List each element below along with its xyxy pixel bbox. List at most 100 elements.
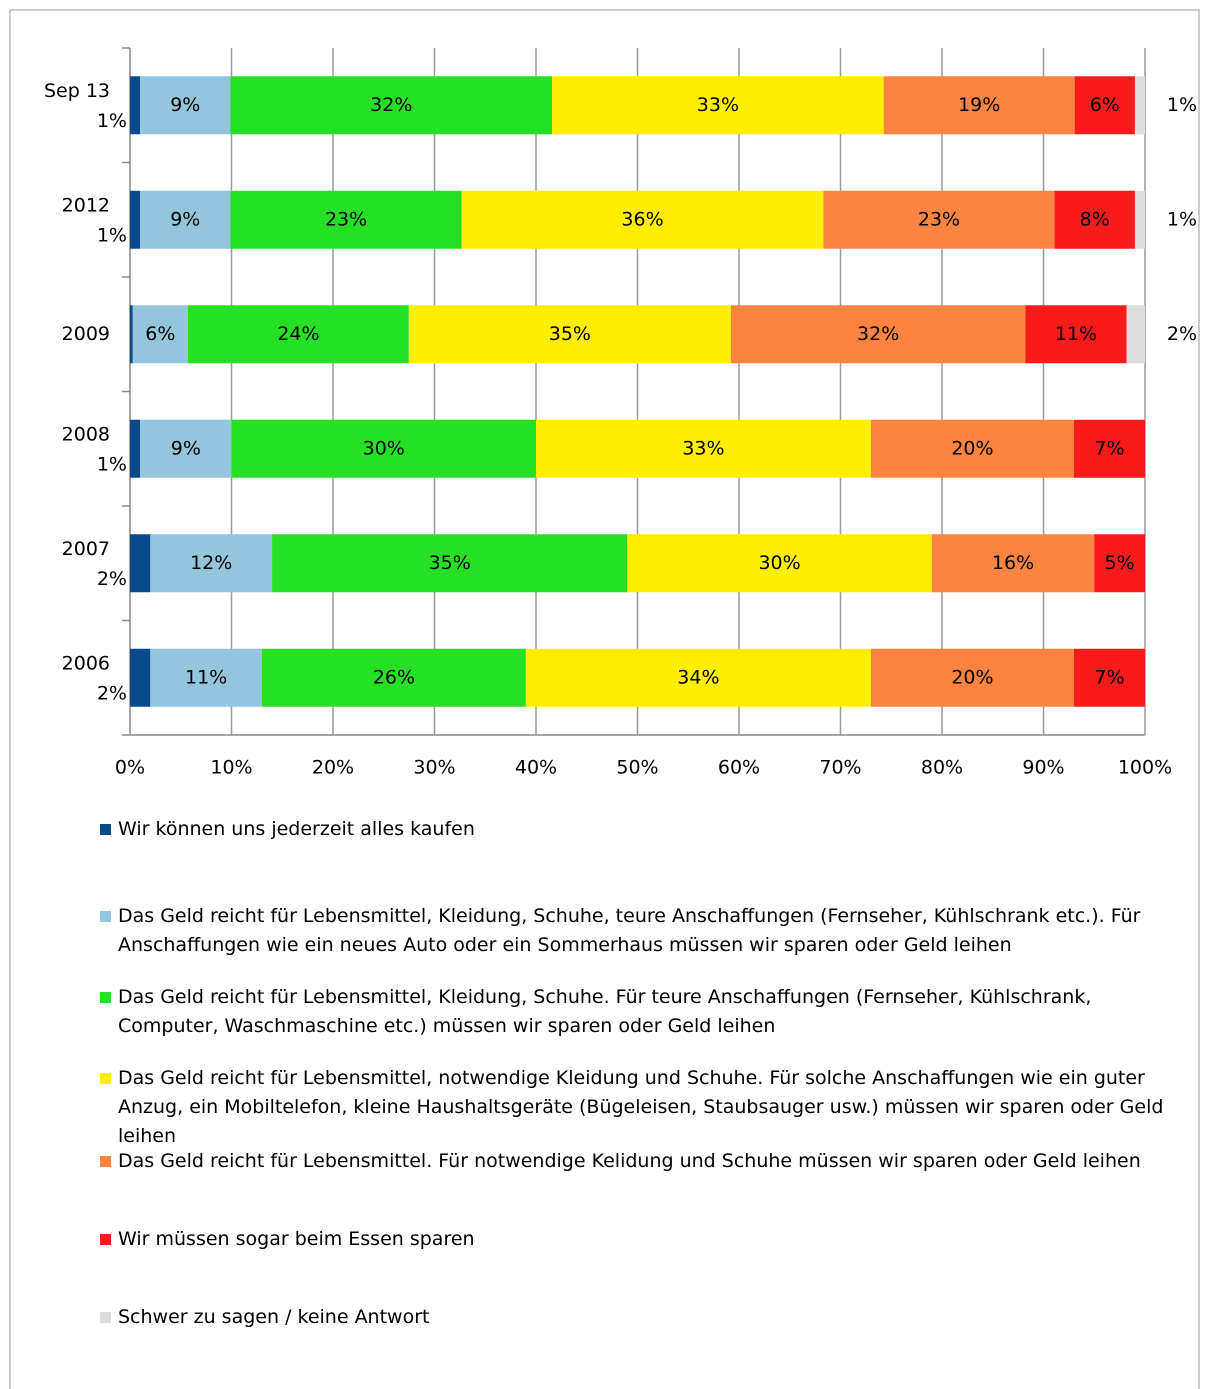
data-label: 36% [621,208,663,230]
bar-segment [130,534,151,593]
bar-segment [187,305,409,364]
data-label: 23% [918,208,960,230]
bar-segment [883,76,1075,135]
bar-segment [461,190,824,249]
data-label: 11% [1055,323,1097,345]
bar-segment [408,305,731,364]
data-label: 30% [363,437,405,459]
data-label: 2% [97,682,127,704]
bar-segment [931,534,1095,593]
data-label: 7% [1094,437,1124,459]
bar-segment [730,305,1026,364]
legend-label: Das Geld reicht für Lebensmittel, Kleidu… [118,905,1141,956]
x-tick-label: 10% [210,757,252,779]
bar-segment [1025,305,1127,364]
data-label: 7% [1094,666,1124,688]
bar-segment [627,534,932,593]
legend-swatch [100,1156,111,1167]
data-label: 35% [429,552,471,574]
category-label: 2012 [62,194,110,216]
legend-swatch [100,1312,111,1323]
legend-label: Wir können uns jederzeit alles kaufen [118,818,475,840]
bar-segment [870,419,1074,478]
x-tick-label: 30% [413,757,455,779]
bar-segment [140,76,231,135]
bar-segment [231,419,536,478]
data-label: 32% [370,94,412,116]
category-label: 2007 [62,538,110,560]
legend-label: Schwer zu sagen / keine Antwort [118,1306,430,1328]
legend-swatch [100,911,111,922]
legend-swatch [100,1234,111,1245]
legend-entry: Das Geld reicht für Lebensmittel, Kleidu… [100,983,1170,1041]
data-label: 11% [185,666,227,688]
x-tick-label: 40% [515,757,557,779]
legend-swatch [100,1073,111,1084]
data-label: 9% [170,94,200,116]
legend-entry: Das Geld reicht für Lebensmittel, notwen… [100,1064,1170,1151]
legend-label: Wir müssen sogar beim Essen sparen [118,1228,475,1250]
bar-segment [1126,305,1145,364]
x-tick-label: 90% [1022,757,1064,779]
bar-segment [130,190,141,249]
bar-segment [130,419,141,478]
x-tick-label: 20% [312,757,354,779]
legend-entry: Das Geld reicht für Lebensmittel, Kleidu… [100,902,1170,960]
category-label: 2009 [62,323,110,345]
data-label: 1% [1167,94,1197,116]
data-label: 1% [1167,208,1197,230]
data-label: 33% [697,94,739,116]
data-label: 1% [97,453,127,475]
data-label: 24% [277,323,319,345]
bar-segment [1094,534,1145,593]
data-label: 5% [1105,552,1135,574]
data-label: 30% [758,552,800,574]
bar-segment [1134,190,1145,249]
bar-segment [525,648,871,707]
x-tick-label: 70% [819,757,861,779]
x-tick-label: 100% [1118,757,1172,779]
data-label: 1% [97,224,127,246]
legend-swatch [100,992,111,1003]
bar-segment [1054,190,1135,249]
data-label: 34% [677,666,719,688]
bar-segment [140,419,232,478]
legend-entry: Wir können uns jederzeit alles kaufen [100,815,1170,844]
bar-segment [140,190,231,249]
bar-segment [1134,76,1145,135]
bar-segment [130,76,141,135]
legend-entry: Schwer zu sagen / keine Antwort [100,1303,1170,1332]
data-label: 6% [1090,94,1120,116]
data-label: 6% [145,323,175,345]
data-label: 8% [1080,208,1110,230]
bar-segment [1073,648,1145,707]
x-tick-label: 50% [616,757,658,779]
bar-segment [1073,419,1145,478]
bar-segment [130,648,151,707]
bar-segment [870,648,1074,707]
data-label: 9% [171,437,201,459]
bar-segment [823,190,1055,249]
data-label: 1% [97,110,127,132]
legend-label: Das Geld reicht für Lebensmittel. Für no… [118,1150,1141,1172]
data-label: 16% [992,552,1034,574]
bar-segment [130,305,133,364]
bar-segment [1074,76,1135,135]
bar-segment [261,648,526,707]
bar-segment [230,76,553,135]
legend-entry: Wir müssen sogar beim Essen sparen [100,1225,1170,1254]
data-label: 20% [951,437,993,459]
data-label: 20% [951,666,993,688]
bar-segment [536,419,871,478]
data-label: 32% [857,323,899,345]
bar-segment [132,305,188,364]
bar-segment [150,648,262,707]
data-label: 12% [190,552,232,574]
x-tick-label: 80% [921,757,963,779]
category-label: Sep 13 [44,80,110,102]
data-label: 2% [97,568,127,590]
data-label: 26% [373,666,415,688]
legend-swatch [100,824,111,835]
category-label: 2006 [62,652,110,674]
